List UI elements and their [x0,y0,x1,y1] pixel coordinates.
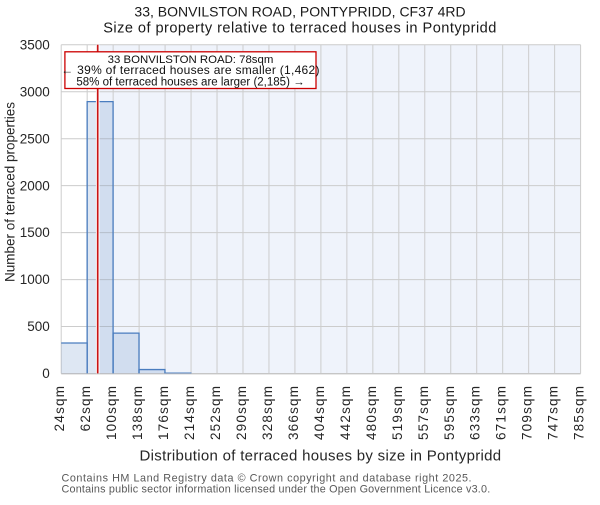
svg-text:2500: 2500 [20,131,50,146]
svg-text:557sqm: 557sqm [416,385,431,440]
svg-text:100sqm: 100sqm [104,385,119,440]
svg-text:633sqm: 633sqm [468,385,483,440]
svg-text:595sqm: 595sqm [442,385,457,440]
svg-text:58% of terraced houses are lar: 58% of terraced houses are larger (2,185… [76,76,304,88]
svg-text:519sqm: 519sqm [390,385,405,440]
svg-text:404sqm: 404sqm [312,385,327,440]
svg-text:Distribution of terraced house: Distribution of terraced houses by size … [140,448,502,465]
svg-text:Size of property relative to t: Size of property relative to terraced ho… [103,21,497,37]
svg-text:328sqm: 328sqm [260,385,275,440]
svg-text:214sqm: 214sqm [182,385,197,440]
svg-text:480sqm: 480sqm [364,385,379,440]
svg-text:1500: 1500 [20,225,50,240]
svg-text:252sqm: 252sqm [208,385,223,440]
svg-text:1000: 1000 [20,272,50,287]
svg-text:24sqm: 24sqm [52,385,67,432]
svg-text:500: 500 [27,319,50,334]
svg-text:138sqm: 138sqm [130,385,145,440]
svg-text:290sqm: 290sqm [234,385,249,440]
svg-text:3000: 3000 [20,84,50,99]
svg-text:62sqm: 62sqm [78,385,93,432]
svg-text:176sqm: 176sqm [156,385,171,440]
svg-text:747sqm: 747sqm [546,385,561,440]
svg-text:2000: 2000 [20,178,50,193]
svg-text:442sqm: 442sqm [338,385,353,440]
svg-text:Number of terraced properties: Number of terraced properties [3,102,18,282]
svg-text:0: 0 [42,366,50,381]
svg-text:3500: 3500 [20,37,50,52]
svg-text:671sqm: 671sqm [494,385,509,440]
svg-text:366sqm: 366sqm [286,385,301,440]
svg-text:← 39% of terraced houses are s: ← 39% of terraced houses are smaller (1,… [61,63,319,77]
svg-text:33, BONVILSTON ROAD, PONTYPRID: 33, BONVILSTON ROAD, PONTYPRIDD, CF37 4R… [134,3,465,19]
svg-text:785sqm: 785sqm [572,385,587,440]
svg-text:Contains public sector informa: Contains public sector information licen… [62,483,491,495]
svg-text:709sqm: 709sqm [520,385,535,440]
